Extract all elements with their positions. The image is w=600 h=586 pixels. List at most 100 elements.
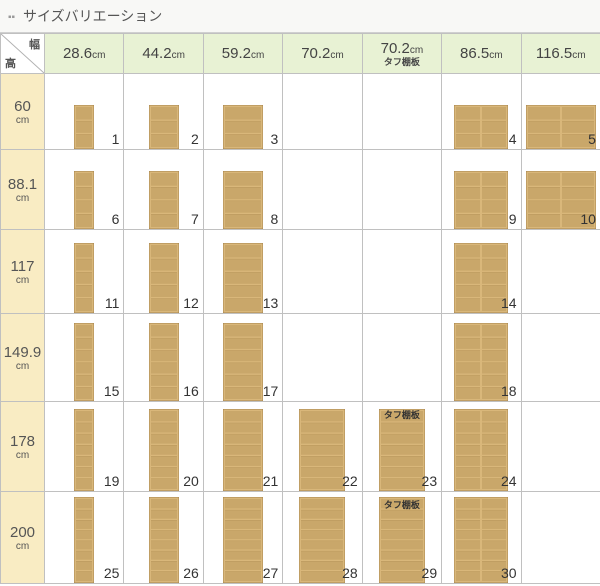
size-cell[interactable]: 17 bbox=[203, 314, 282, 402]
table-row: 178cm 19 20 21 22 タフ棚板 23 24 bbox=[1, 402, 600, 492]
cell-index: 30 bbox=[501, 565, 517, 581]
size-cell[interactable]: タフ棚板 29 bbox=[362, 492, 441, 584]
cell-index: 13 bbox=[263, 295, 279, 311]
corner-height-label: 高 bbox=[5, 55, 16, 71]
cell-index: 17 bbox=[263, 383, 279, 399]
cell-index: 22 bbox=[342, 473, 358, 489]
size-cell[interactable]: 2 bbox=[124, 74, 203, 150]
size-cell bbox=[362, 150, 441, 230]
height-header: 200cm bbox=[1, 492, 45, 584]
cell-tag: タフ棚板 bbox=[384, 408, 420, 421]
cell-index: 27 bbox=[263, 565, 279, 581]
size-cell bbox=[283, 150, 362, 230]
cell-index: 10 bbox=[580, 211, 596, 227]
size-cell[interactable]: 8 bbox=[203, 150, 282, 230]
width-header: 70.2cmタフ棚板 bbox=[362, 34, 441, 74]
size-cell bbox=[362, 314, 441, 402]
table-row: 88.1cm 6 7 8 9 10 bbox=[1, 150, 600, 230]
cell-index: 15 bbox=[104, 383, 120, 399]
cell-index: 8 bbox=[270, 211, 278, 227]
cell-index: 24 bbox=[501, 473, 517, 489]
header-row: 幅 高 28.6cm44.2cm59.2cm70.2cm70.2cmタフ棚板86… bbox=[1, 34, 600, 74]
cell-index: 2 bbox=[191, 131, 199, 147]
corner-width-label: 幅 bbox=[29, 36, 40, 52]
size-cell[interactable]: 13 bbox=[203, 230, 282, 314]
cell-index: 25 bbox=[104, 565, 120, 581]
size-cell[interactable]: 21 bbox=[203, 402, 282, 492]
size-cell bbox=[521, 492, 600, 584]
height-header: 88.1cm bbox=[1, 150, 45, 230]
height-header: 60cm bbox=[1, 74, 45, 150]
size-cell[interactable]: 20 bbox=[124, 402, 203, 492]
size-cell[interactable]: 24 bbox=[442, 402, 521, 492]
cell-index: 7 bbox=[191, 211, 199, 227]
cell-index: 16 bbox=[183, 383, 199, 399]
cell-index: 4 bbox=[509, 131, 517, 147]
size-cell[interactable]: 6 bbox=[45, 150, 124, 230]
size-cell[interactable]: 3 bbox=[203, 74, 282, 150]
cell-index: 19 bbox=[104, 473, 120, 489]
cell-index: 23 bbox=[422, 473, 438, 489]
size-cell bbox=[283, 230, 362, 314]
table-row: 149.9cm 15 16 17 18 bbox=[1, 314, 600, 402]
cell-index: 20 bbox=[183, 473, 199, 489]
size-cell[interactable]: 9 bbox=[442, 150, 521, 230]
size-cell[interactable]: 7 bbox=[124, 150, 203, 230]
width-header: 44.2cm bbox=[124, 34, 203, 74]
size-cell bbox=[362, 230, 441, 314]
size-cell[interactable]: 11 bbox=[45, 230, 124, 314]
size-cell[interactable]: 12 bbox=[124, 230, 203, 314]
height-header: 117cm bbox=[1, 230, 45, 314]
cell-index: 14 bbox=[501, 295, 517, 311]
cell-tag: タフ棚板 bbox=[384, 498, 420, 511]
cell-index: 3 bbox=[270, 131, 278, 147]
width-header: 28.6cm bbox=[45, 34, 124, 74]
size-cell[interactable]: 10 bbox=[521, 150, 600, 230]
cell-index: 26 bbox=[183, 565, 199, 581]
size-cell bbox=[521, 230, 600, 314]
table-row: 117cm 11 12 13 14 bbox=[1, 230, 600, 314]
width-header: 86.5cm bbox=[442, 34, 521, 74]
size-cell[interactable]: 14 bbox=[442, 230, 521, 314]
cell-index: 29 bbox=[422, 565, 438, 581]
cell-index: 21 bbox=[263, 473, 279, 489]
table-row: 60cm 1 2 3 4 5 bbox=[1, 74, 600, 150]
size-cell bbox=[283, 314, 362, 402]
size-cell[interactable]: 30 bbox=[442, 492, 521, 584]
title-bar: ▪▪ サイズバリエーション bbox=[0, 0, 600, 33]
cell-index: 28 bbox=[342, 565, 358, 581]
cell-index: 12 bbox=[183, 295, 199, 311]
size-cell[interactable]: 5 bbox=[521, 74, 600, 150]
width-header: 59.2cm bbox=[203, 34, 282, 74]
size-cell[interactable]: 4 bbox=[442, 74, 521, 150]
page-title: サイズバリエーション bbox=[23, 8, 162, 24]
size-cell bbox=[283, 74, 362, 150]
size-cell[interactable]: 15 bbox=[45, 314, 124, 402]
size-cell[interactable]: 19 bbox=[45, 402, 124, 492]
size-cell bbox=[521, 402, 600, 492]
corner-cell: 幅 高 bbox=[1, 34, 45, 74]
size-cell[interactable]: 16 bbox=[124, 314, 203, 402]
height-header: 178cm bbox=[1, 402, 45, 492]
size-cell[interactable]: タフ棚板 23 bbox=[362, 402, 441, 492]
size-cell[interactable]: 27 bbox=[203, 492, 282, 584]
size-cell[interactable]: 1 bbox=[45, 74, 124, 150]
size-cell[interactable]: 25 bbox=[45, 492, 124, 584]
size-cell[interactable]: 28 bbox=[283, 492, 362, 584]
size-variation-table: 幅 高 28.6cm44.2cm59.2cm70.2cm70.2cmタフ棚板86… bbox=[0, 33, 600, 584]
cell-index: 1 bbox=[112, 131, 120, 147]
table-body: 60cm1234588.1cm678910117cm11121314149.9c… bbox=[1, 74, 600, 584]
size-cell[interactable]: 26 bbox=[124, 492, 203, 584]
size-cell[interactable]: 18 bbox=[442, 314, 521, 402]
size-cell bbox=[362, 74, 441, 150]
cell-index: 11 bbox=[105, 295, 120, 311]
title-dots-icon: ▪▪ bbox=[8, 12, 15, 23]
cell-index: 5 bbox=[588, 131, 596, 147]
width-header: 70.2cm bbox=[283, 34, 362, 74]
cell-index: 6 bbox=[112, 211, 120, 227]
table-row: 200cm 25 26 27 28 タフ棚板 29 30 bbox=[1, 492, 600, 584]
cell-index: 18 bbox=[501, 383, 517, 399]
size-cell bbox=[521, 314, 600, 402]
size-cell[interactable]: 22 bbox=[283, 402, 362, 492]
height-header: 149.9cm bbox=[1, 314, 45, 402]
